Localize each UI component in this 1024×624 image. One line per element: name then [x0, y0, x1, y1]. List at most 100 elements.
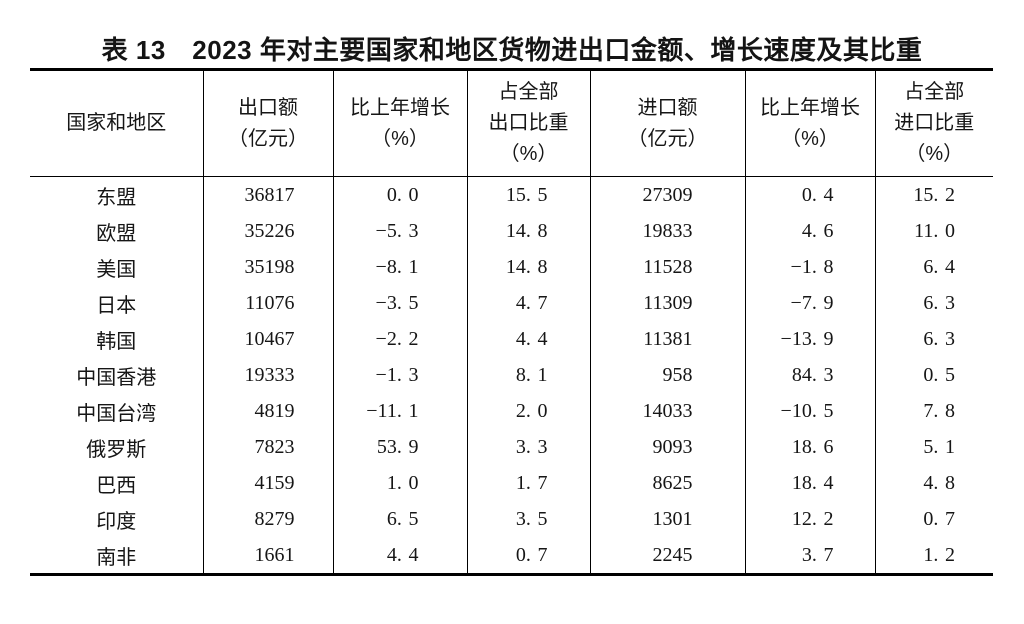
header-line: 进口比重	[894, 112, 975, 134]
import-growth-cell: 0. 4	[745, 176, 876, 213]
col-header-export-share: 占全部 出口比重 （%）	[467, 69, 591, 177]
table-row: 印度 8279 6. 5 3. 5 1301 12. 2 0. 7	[30, 501, 993, 537]
import-share-cell: 4. 8	[923, 471, 955, 494]
import-growth-cell: −13. 9	[745, 321, 876, 357]
table-row: 日本 11076 −3. 5 4. 7 11309 −7. 9 6. 3	[30, 285, 993, 321]
import-value-cell: 11309	[590, 285, 746, 321]
import-value-cell: 8625	[590, 465, 746, 501]
table-title: 表 13 2023 年对主要国家和地区货物进出口金额、增长速度及其比重	[101, 35, 923, 65]
header-row: 国家和地区 出口额 （亿元） 比上年增长 （%） 占全部 出口比重 （%） 进口…	[30, 69, 993, 177]
table-row: 韩国 10467 −2. 2 4. 4 11381 −13. 9 6. 3	[30, 321, 993, 357]
header-line: 国家和地区	[66, 112, 167, 134]
export-value-cell: 11076	[203, 285, 334, 321]
import-value-cell: 9093	[590, 429, 746, 465]
export-growth-cell: −5. 3	[333, 213, 468, 249]
header-line: 进口额	[637, 96, 698, 119]
import-value-cell: 1301	[590, 501, 746, 537]
col-header-export-value: 出口额 （亿元）	[203, 69, 334, 177]
export-share-cell: 4. 4	[467, 321, 591, 357]
table-row: 东盟 36817 0. 0 15. 5 27309 0. 4 15. 2	[30, 176, 993, 213]
export-value-cell: 35226	[203, 213, 334, 249]
col-header-region: 国家和地区	[30, 69, 204, 177]
col-header-import-value: 进口额 （亿元）	[590, 69, 746, 177]
import-growth-cell: 18. 6	[745, 429, 876, 465]
region-cell: 巴西	[30, 465, 204, 501]
table-row: 南非 1661 4. 4 0. 7 2245 3. 7 1. 2	[30, 537, 993, 575]
import-share-cell: 0. 7	[923, 507, 955, 530]
export-growth-cell: 1. 0	[333, 465, 468, 501]
header-line: （%）	[371, 127, 429, 150]
col-header-import-share: 占全部 进口比重 （%）	[875, 69, 993, 177]
export-value-cell: 1661	[203, 537, 334, 575]
export-value-cell: 19333	[203, 357, 334, 393]
trade-table: 国家和地区 出口额 （亿元） 比上年增长 （%） 占全部 出口比重 （%） 进口…	[30, 68, 993, 576]
export-value-cell: 36817	[203, 176, 334, 213]
import-value-cell: 11381	[590, 321, 746, 357]
table-row: 中国香港 19333 −1. 3 8. 1 958 84. 3 0. 5	[30, 357, 993, 393]
region-cell: 韩国	[30, 321, 204, 357]
region-cell: 印度	[30, 501, 204, 537]
export-growth-cell: −3. 5	[333, 285, 468, 321]
export-share-cell: 3. 5	[467, 501, 591, 537]
export-value-cell: 7823	[203, 429, 334, 465]
header-line: （%）	[781, 127, 839, 150]
region-cell: 欧盟	[30, 213, 204, 249]
import-growth-cell: 84. 3	[745, 357, 876, 393]
export-share-cell: 2. 0	[467, 393, 591, 429]
export-share-cell: 8. 1	[467, 357, 591, 393]
table-header: 国家和地区 出口额 （亿元） 比上年增长 （%） 占全部 出口比重 （%） 进口…	[30, 69, 993, 177]
import-value-cell: 27309	[590, 176, 746, 213]
import-value-cell: 2245	[590, 537, 746, 575]
import-growth-cell: −7. 9	[745, 285, 876, 321]
import-value-cell: 19833	[590, 213, 746, 249]
import-share-cell: 1. 2	[923, 543, 955, 566]
region-cell: 中国香港	[30, 357, 204, 393]
export-growth-cell: −2. 2	[333, 321, 468, 357]
export-growth-cell: 0. 0	[333, 176, 468, 213]
export-share-cell: 3. 3	[467, 429, 591, 465]
import-growth-cell: 4. 6	[745, 213, 876, 249]
header-line: 比上年增长	[350, 96, 450, 119]
export-growth-cell: 53. 9	[333, 429, 468, 465]
header-line: 占全部	[498, 81, 559, 103]
import-value-cell: 11528	[590, 249, 746, 285]
header-line: （亿元）	[228, 127, 308, 150]
header-line: 占全部	[904, 81, 965, 103]
header-line: （亿元）	[627, 127, 708, 150]
col-header-import-growth: 比上年增长 （%）	[745, 69, 876, 177]
import-share-cell: 15. 2	[913, 183, 955, 206]
region-cell: 东盟	[30, 176, 204, 213]
export-share-cell: 14. 8	[467, 213, 591, 249]
table-row: 中国台湾 4819 −11. 1 2. 0 14033 −10. 5 7. 8	[30, 393, 993, 429]
import-growth-cell: −1. 8	[745, 249, 876, 285]
import-growth-cell: 18. 4	[745, 465, 876, 501]
export-growth-cell: −1. 3	[333, 357, 468, 393]
table-row: 俄罗斯 7823 53. 9 3. 3 9093 18. 6 5. 1	[30, 429, 993, 465]
region-cell: 南非	[30, 537, 204, 575]
col-header-export-growth: 比上年增长 （%）	[333, 69, 468, 177]
export-growth-cell: 6. 5	[333, 501, 468, 537]
table-body: 东盟 36817 0. 0 15. 5 27309 0. 4 15. 2 欧盟 …	[30, 176, 993, 575]
import-share-cell: 0. 5	[923, 363, 955, 386]
import-share-cell: 7. 8	[923, 399, 955, 422]
import-share-cell: 6. 3	[923, 327, 955, 350]
import-growth-cell: −10. 5	[745, 393, 876, 429]
export-growth-cell: −11. 1	[333, 393, 468, 429]
table-row: 美国 35198 −8. 1 14. 8 11528 −1. 8 6. 4	[30, 249, 993, 285]
export-share-cell: 15. 5	[467, 176, 591, 213]
region-cell: 美国	[30, 249, 204, 285]
export-share-cell: 4. 7	[467, 285, 591, 321]
header-line: （%）	[499, 143, 558, 165]
header-line: 出口额	[238, 96, 298, 119]
export-growth-cell: 4. 4	[333, 537, 468, 575]
header-line: （%）	[905, 143, 964, 165]
import-share-cell: 6. 4	[923, 255, 955, 278]
import-share-cell: 6. 3	[923, 291, 955, 314]
export-value-cell: 8279	[203, 501, 334, 537]
table-row: 巴西 4159 1. 0 1. 7 8625 18. 4 4. 8	[30, 465, 993, 501]
export-value-cell: 35198	[203, 249, 334, 285]
region-cell: 中国台湾	[30, 393, 204, 429]
header-line: 比上年增长	[760, 96, 860, 119]
import-growth-cell: 12. 2	[745, 501, 876, 537]
export-share-cell: 0. 7	[467, 537, 591, 575]
